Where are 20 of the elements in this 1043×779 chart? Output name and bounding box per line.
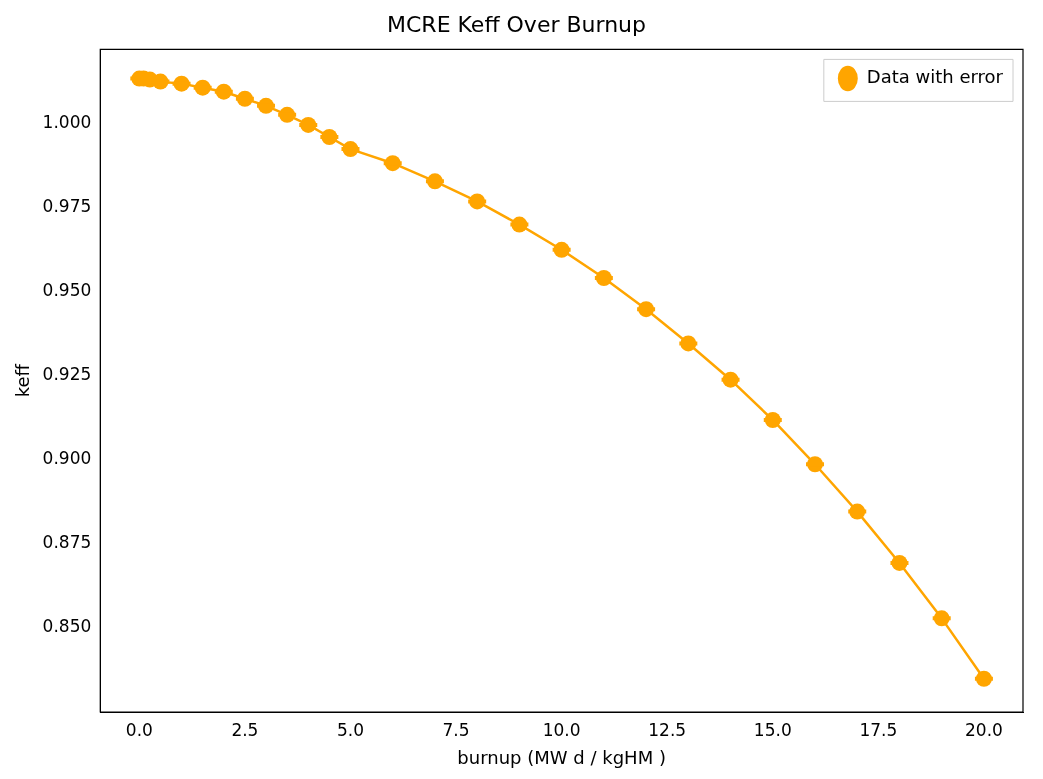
y-tick-label: 0.875 [42, 531, 92, 552]
chart-title: MCRE Keff Over Burnup [387, 11, 646, 37]
y-tick-label: 0.950 [42, 280, 92, 301]
x-tick-label: 2.5 [231, 719, 259, 740]
x-tick-label: 17.5 [859, 719, 898, 740]
y-tick-label: 0.925 [42, 364, 92, 385]
y-tick-label: 1.000 [42, 112, 92, 133]
x-tick-label: 0.0 [125, 719, 153, 740]
y-tick-label: 0.900 [42, 448, 92, 468]
x-tick-label: 5.0 [336, 719, 365, 740]
y-tick-label: 0.850 [42, 615, 92, 636]
y-tick-label: 0.975 [42, 196, 92, 217]
legend-label: Data with error [866, 66, 1004, 88]
x-tick-label: 15.0 [753, 719, 792, 740]
x-tick-label: 20.0 [965, 719, 1003, 740]
x-tick-label: 10.0 [542, 719, 581, 740]
x-tick-label: 12.5 [648, 719, 687, 740]
x-axis-title: burnup (MW d / kgHM ) [457, 746, 666, 768]
x-tick-label: 7.5 [442, 719, 470, 740]
y-axis-title: keff [12, 363, 34, 398]
